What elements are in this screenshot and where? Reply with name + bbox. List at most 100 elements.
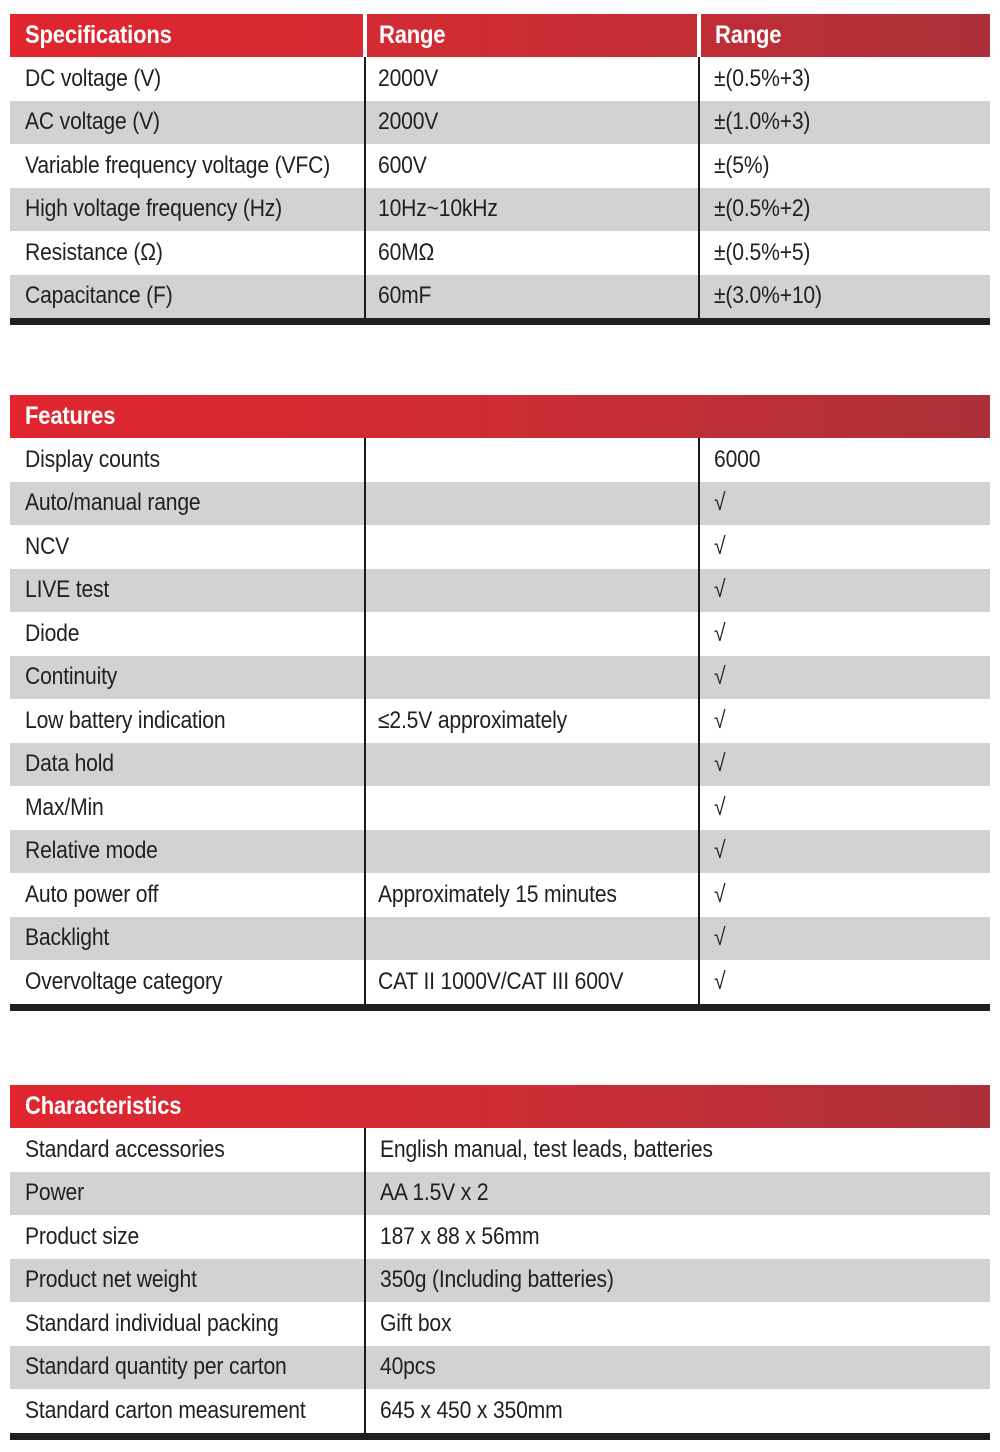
cell-text: Standard carton measurement <box>25 1396 306 1424</box>
checkmark-glyph: √ <box>714 924 726 952</box>
table-row: NCV √ <box>10 525 990 569</box>
cell-text: Continuity <box>25 663 118 691</box>
checkmark-glyph: √ <box>714 532 726 560</box>
cell-text: 187 x 88 x 56mm <box>380 1222 540 1250</box>
header-gap <box>697 14 701 57</box>
table-cell: ≤2.5V approximately <box>366 699 700 743</box>
cell-text: Display counts <box>25 445 160 473</box>
column-header-specifications: Specifications <box>10 14 363 57</box>
table-row: Display counts 6000 <box>10 438 990 482</box>
cell-text: 6000 <box>714 445 761 473</box>
table-cell: ±(5%) <box>700 144 990 188</box>
cell-text: Standard quantity per carton <box>25 1353 287 1381</box>
cell-text: 40pcs <box>380 1353 436 1381</box>
table-cell <box>366 916 700 960</box>
checkmark-glyph: √ <box>714 837 726 865</box>
table-cell: DC voltage (V) <box>10 57 366 101</box>
cell-text: ±(0.5%+3) <box>714 64 811 92</box>
table-row: Standard accessories English manual, test… <box>10 1128 990 1172</box>
table-cell: Data hold <box>10 742 366 786</box>
cell-text: Overvoltage category <box>25 967 223 995</box>
table-cell <box>366 438 700 482</box>
table-cell: Auto power off <box>10 873 366 917</box>
table-row: Auto power off Approximately 15 minutes √ <box>10 873 990 917</box>
features-header-row: Features <box>10 395 990 438</box>
table-cell <box>366 829 700 873</box>
cell-text: Data hold <box>25 750 114 778</box>
table-cell: 10Hz~10kHz <box>366 187 700 231</box>
table-cell <box>366 612 700 656</box>
cell-text: 2000V <box>378 64 439 92</box>
cell-text: 600V <box>378 151 427 179</box>
table-cell: √ <box>700 786 990 830</box>
features-table: Features Display counts 6000 Auto/manual r… <box>10 395 990 1011</box>
table-cell: AA 1.5V x 2 <box>366 1172 990 1216</box>
table-cell: Product net weight <box>10 1258 366 1302</box>
table-cell: 2000V <box>366 100 700 144</box>
table-cell: Capacitance (F) <box>10 274 366 318</box>
cell-text: Backlight <box>25 924 110 952</box>
table-cell: Approximately 15 minutes <box>366 873 700 917</box>
table-bottom-border <box>10 1003 990 1011</box>
table-cell: √ <box>700 743 990 787</box>
section-header-label: Characteristics <box>25 1092 182 1120</box>
table-cell: ±(3.0%+10) <box>700 275 990 319</box>
characteristics-header-row: Characteristics <box>10 1085 990 1128</box>
table-row: Capacitance (F) 60mF ±(3.0%+10) <box>10 274 990 319</box>
checkmark-glyph: √ <box>714 619 726 647</box>
table-cell: English manual, test leads, batteries <box>366 1128 990 1172</box>
table-cell: Backlight <box>10 916 366 960</box>
cell-text: 350g (Including batteries) <box>380 1266 614 1294</box>
cell-text: DC voltage (V) <box>25 64 162 92</box>
table-row: Power AA 1.5V x 2 <box>10 1171 990 1216</box>
table-cell: √ <box>700 873 990 917</box>
cell-text: Low battery indication <box>25 706 226 734</box>
column-header-range: Range <box>367 14 697 57</box>
table-cell: √ <box>700 917 990 961</box>
table-cell <box>366 742 700 786</box>
table-cell: √ <box>700 482 990 526</box>
cell-text: Standard accessories <box>25 1135 225 1163</box>
table-cell: 6000 <box>700 438 990 482</box>
table-cell: 187 x 88 x 56mm <box>366 1215 990 1259</box>
cell-text: English manual, test leads, batteries <box>380 1135 713 1163</box>
table-row: Variable frequency voltage (VFC) 600V ±(5%… <box>10 144 990 188</box>
column-header-label: Range <box>715 21 782 49</box>
table-cell: Product size <box>10 1215 366 1259</box>
table-cell: Power <box>10 1171 366 1215</box>
table-cell: AC voltage (V) <box>10 100 366 144</box>
table-row: Data hold √ <box>10 742 990 787</box>
table-cell: Relative mode <box>10 829 366 873</box>
cell-text: Standard individual packing <box>25 1309 279 1337</box>
table-cell <box>366 568 700 612</box>
cell-text: Product net weight <box>25 1266 197 1294</box>
section-header-label: Features <box>25 402 116 430</box>
cell-text: Variable frequency voltage (VFC) <box>25 151 331 179</box>
specifications-header-row: Specifications Range Range <box>10 14 990 57</box>
table-row: Low battery indication ≤2.5V approximatel… <box>10 699 990 743</box>
table-row: Standard quantity per carton 40pcs <box>10 1345 990 1390</box>
table-row: AC voltage (V) 2000V ±(1.0%+3) <box>10 100 990 145</box>
cell-text: AA 1.5V x 2 <box>380 1179 489 1207</box>
cell-text: AC voltage (V) <box>25 108 160 136</box>
column-header-label: Range <box>379 21 446 49</box>
table-cell <box>366 655 700 699</box>
cell-text: Auto power off <box>25 880 159 908</box>
table-cell: Variable frequency voltage (VFC) <box>10 144 366 188</box>
table-cell: NCV <box>10 525 366 569</box>
cell-text: ±(0.5%+2) <box>714 195 811 223</box>
table-cell: 600V <box>366 144 700 188</box>
table-cell: 40pcs <box>366 1346 990 1390</box>
table-cell: √ <box>700 830 990 874</box>
cell-text: Power <box>25 1179 84 1207</box>
table-cell: √ <box>700 569 990 613</box>
cell-text: Product size <box>25 1222 140 1250</box>
table-row: LIVE test √ <box>10 568 990 613</box>
cell-text: Auto/manual range <box>25 489 201 517</box>
table-cell: √ <box>700 960 990 1004</box>
cell-text: Gift box <box>380 1309 452 1337</box>
table-cell: ±(1.0%+3) <box>700 101 990 145</box>
specifications-table: Specifications Range Range DC voltage (V… <box>10 14 990 325</box>
table-cell: Continuity <box>10 655 366 699</box>
checkmark-glyph: √ <box>714 967 726 995</box>
